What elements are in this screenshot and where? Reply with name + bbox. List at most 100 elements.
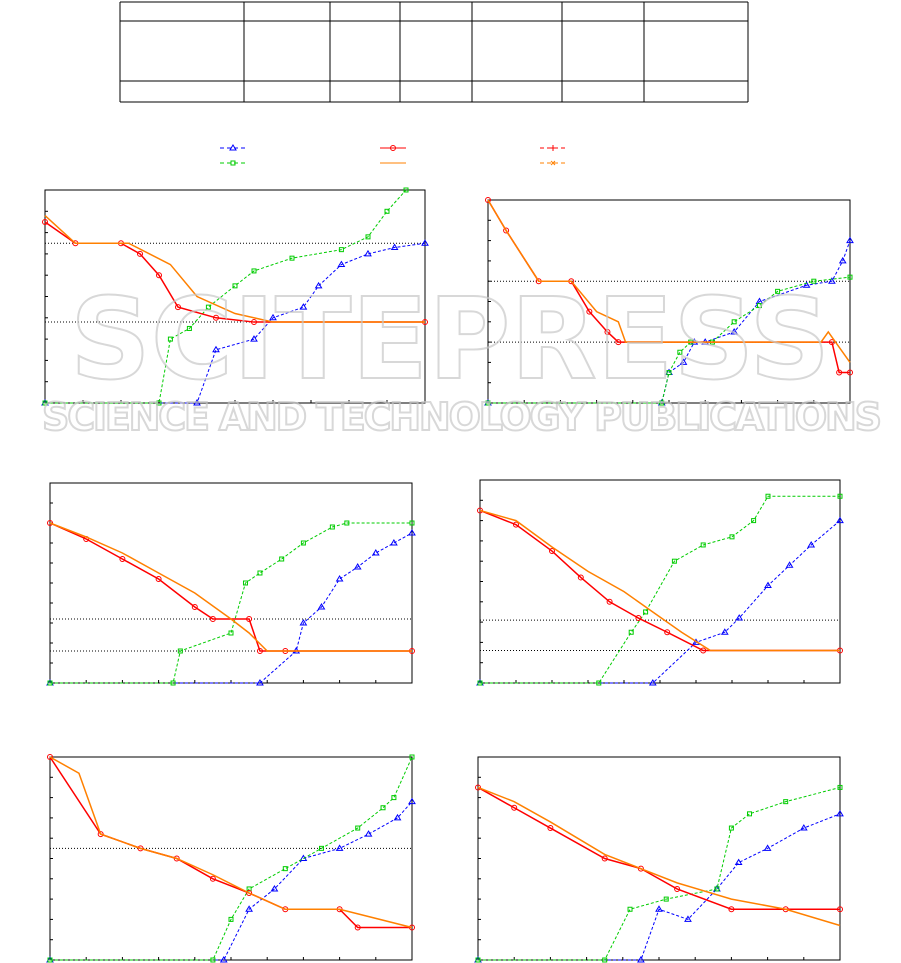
point xyxy=(119,556,126,562)
point xyxy=(655,905,663,912)
point xyxy=(604,328,611,335)
plot-frame xyxy=(49,482,413,684)
point xyxy=(601,855,608,862)
plot-frame xyxy=(477,756,841,961)
point xyxy=(615,339,622,346)
series-line xyxy=(49,756,413,929)
point xyxy=(477,680,483,686)
point xyxy=(408,797,416,805)
point xyxy=(764,581,772,589)
point xyxy=(317,603,326,610)
point xyxy=(775,288,781,294)
point xyxy=(663,896,669,902)
point xyxy=(380,805,386,811)
point xyxy=(270,884,279,892)
series-line xyxy=(49,756,412,929)
point xyxy=(799,824,808,831)
point xyxy=(364,830,373,837)
point xyxy=(828,277,836,284)
point xyxy=(628,629,634,635)
point xyxy=(403,187,409,193)
point xyxy=(547,825,554,832)
point xyxy=(836,809,844,817)
series-line xyxy=(50,801,413,961)
series-line xyxy=(479,509,840,652)
point xyxy=(847,369,853,376)
point xyxy=(209,616,216,622)
point xyxy=(648,679,657,686)
point xyxy=(242,580,248,586)
point xyxy=(170,680,176,686)
point xyxy=(365,234,371,240)
point xyxy=(97,831,104,838)
point xyxy=(205,304,211,310)
point xyxy=(730,327,739,335)
point xyxy=(549,548,555,555)
point xyxy=(751,518,757,524)
point xyxy=(393,813,402,821)
series-line xyxy=(50,522,412,684)
series-line xyxy=(49,522,412,652)
point xyxy=(155,576,162,582)
point xyxy=(167,336,173,342)
point xyxy=(390,539,398,546)
point xyxy=(838,256,847,264)
plots xyxy=(41,187,854,963)
point xyxy=(677,349,683,355)
point xyxy=(329,524,335,530)
point xyxy=(684,915,692,922)
point xyxy=(807,540,816,548)
point xyxy=(269,313,277,321)
point xyxy=(700,542,706,548)
point xyxy=(42,400,48,406)
point xyxy=(177,648,183,654)
point xyxy=(256,679,264,686)
point xyxy=(338,247,344,253)
point xyxy=(251,319,257,326)
watermark-subtitle: SCIENCE AND TECHNOLOGY PUBLICATIONS xyxy=(42,395,882,439)
point xyxy=(596,680,602,686)
point xyxy=(674,885,681,892)
plot-frame xyxy=(479,479,841,684)
point xyxy=(637,865,644,872)
point xyxy=(246,616,253,622)
point xyxy=(256,648,263,654)
point xyxy=(802,281,811,288)
point xyxy=(47,957,53,963)
point xyxy=(602,957,608,963)
point xyxy=(783,799,789,805)
series-line xyxy=(488,276,851,404)
point xyxy=(635,615,642,622)
point xyxy=(671,558,677,564)
point xyxy=(700,647,707,654)
point xyxy=(193,399,201,406)
point xyxy=(637,956,645,963)
point xyxy=(344,520,350,526)
point xyxy=(353,563,362,570)
point xyxy=(300,540,306,546)
point xyxy=(475,784,481,791)
point xyxy=(731,319,737,325)
point xyxy=(627,906,633,912)
point xyxy=(228,630,234,636)
point xyxy=(299,619,308,626)
point xyxy=(729,534,735,540)
point xyxy=(811,278,817,284)
point xyxy=(837,784,843,790)
point xyxy=(475,957,481,963)
point xyxy=(213,314,219,321)
point xyxy=(828,339,835,346)
point xyxy=(175,304,181,311)
point xyxy=(212,345,220,353)
point xyxy=(765,493,771,499)
point xyxy=(42,218,48,225)
point xyxy=(47,520,53,526)
point xyxy=(156,272,162,279)
point xyxy=(47,680,53,686)
point xyxy=(408,529,416,536)
point xyxy=(299,303,308,310)
point xyxy=(156,400,162,406)
point xyxy=(335,575,344,582)
point xyxy=(384,208,390,214)
point xyxy=(364,249,372,257)
